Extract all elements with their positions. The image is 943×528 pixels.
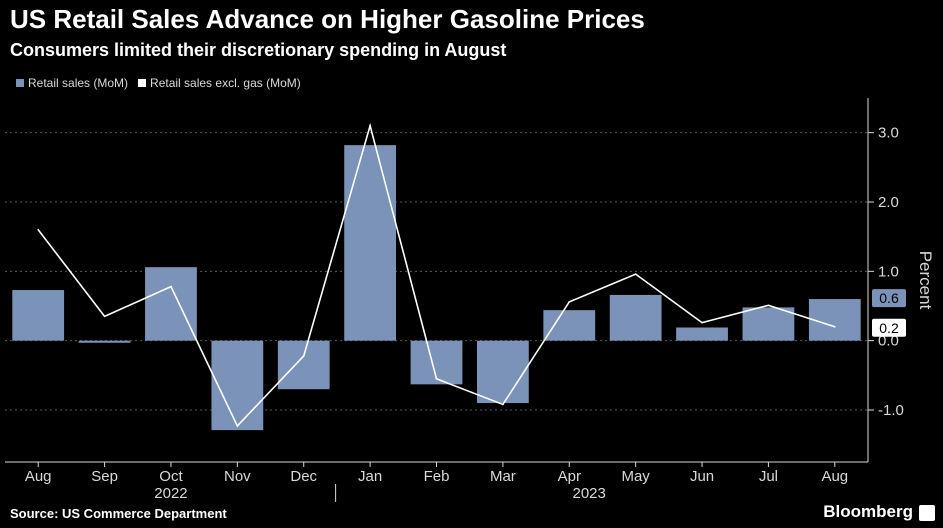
line-point	[568, 301, 571, 303]
x-tick-label: Jun	[690, 468, 714, 485]
x-tick-label: Apr	[558, 468, 581, 485]
line-point	[435, 378, 438, 380]
line-point	[701, 321, 703, 324]
source-note: Source: US Commerce Department	[10, 506, 227, 521]
bar	[211, 340, 264, 431]
end-label-line: 0.2	[879, 320, 899, 336]
line-point	[502, 403, 504, 406]
line-point	[302, 355, 305, 357]
x-tick-label: Sep	[91, 468, 118, 485]
bar	[609, 294, 662, 341]
y-tick-label: 0.0	[878, 333, 899, 350]
legend-swatch-line	[138, 79, 147, 87]
x-tick-label: Jan	[358, 468, 382, 485]
legend-label-line: Retail sales excl. gas (MoM)	[150, 76, 301, 90]
bar	[12, 290, 65, 341]
legend-item-line: Retail sales excl. gas (MoM)	[138, 76, 301, 90]
y-tick-label: 2.0	[878, 194, 899, 211]
line-point	[236, 425, 239, 427]
bar	[476, 340, 529, 404]
line-point	[634, 273, 637, 275]
x-tick-label: May	[621, 468, 650, 485]
bar	[742, 307, 795, 341]
legend: Retail sales (MoM) Retail sales excl. ga…	[16, 76, 311, 90]
x-tick-label: Jul	[759, 468, 778, 485]
brand-logo: Bloomberg	[823, 502, 913, 521]
line-point	[369, 124, 371, 127]
x-tick-label: Nov	[224, 468, 251, 485]
line-point	[103, 315, 106, 318]
bar	[808, 299, 861, 341]
x-tick-label: Oct	[159, 468, 183, 485]
bar	[676, 327, 728, 341]
x-tick-label: Aug	[25, 468, 52, 485]
y-axis-title: Percent	[916, 251, 935, 310]
year-label-2022: 2022	[154, 485, 187, 502]
year-label-2023: 2023	[572, 485, 605, 502]
y-tick-label: 1.0	[878, 263, 899, 280]
x-tick-label: Dec	[290, 468, 317, 485]
x-tick-label: Feb	[424, 468, 450, 485]
bar	[145, 267, 197, 341]
x-tick-label: Mar	[490, 468, 516, 485]
x-tick-label: Aug	[821, 468, 848, 485]
chart-subtitle: Consumers limited their discretionary sp…	[10, 40, 507, 60]
bar	[277, 340, 330, 390]
end-label-bar-box	[872, 289, 906, 308]
bar	[344, 145, 397, 341]
y-tick-label: -1.0	[878, 402, 904, 419]
legend-item-bar: Retail sales (MoM)	[16, 76, 128, 90]
line-point	[170, 285, 172, 288]
end-label-line-box	[872, 318, 906, 337]
bar	[543, 310, 596, 341]
line-point	[767, 304, 770, 307]
legend-label-bar: Retail sales (MoM)	[28, 76, 129, 90]
bar	[78, 340, 131, 343]
chart-title: US Retail Sales Advance on Higher Gasoli…	[10, 4, 645, 34]
brand-icon	[919, 505, 935, 521]
line-point	[37, 228, 39, 231]
end-label-bar: 0.6	[879, 290, 899, 306]
y-tick-label: 3.0	[878, 125, 899, 142]
legend-swatch-bar	[16, 79, 24, 87]
line-point	[834, 326, 836, 328]
